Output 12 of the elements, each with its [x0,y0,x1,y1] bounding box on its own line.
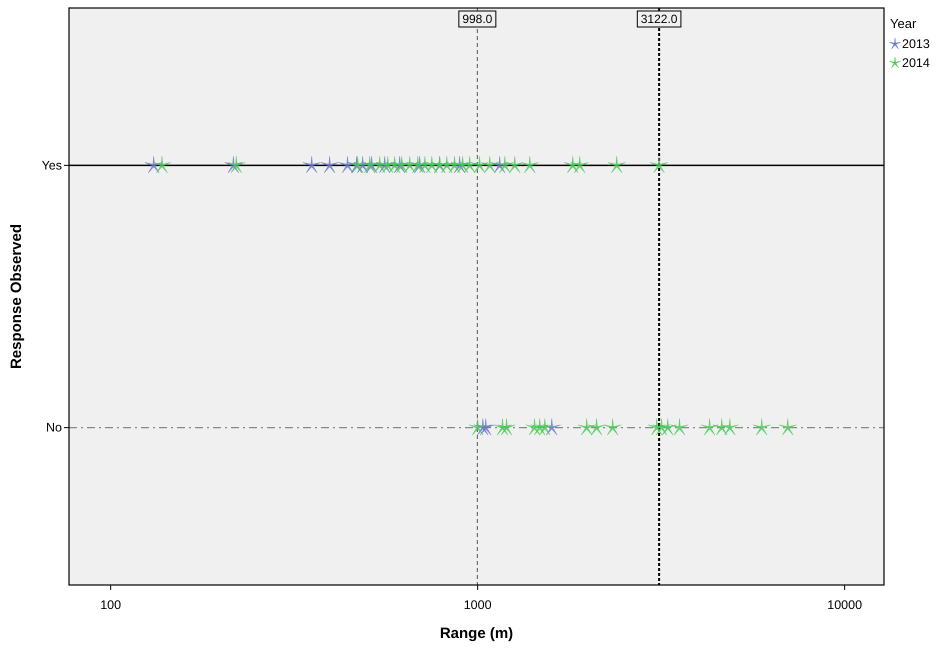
y-tick-label: Yes [42,158,62,172]
legend-label: 2013 [902,37,930,51]
y-axis-title: Response Observed [8,224,25,370]
ref-line-label: 3122.0 [640,12,678,26]
x-tick-label: 1000 [464,598,492,612]
x-axis-title: Range (m) [440,625,514,642]
legend-label: 2014 [902,56,930,70]
legend-title: Year [890,16,917,31]
ref-line-label: 998.0 [462,12,493,26]
y-tick-label: No [46,420,62,435]
x-tick-label: 10000 [827,598,862,612]
x-tick-label: 100 [100,598,122,612]
